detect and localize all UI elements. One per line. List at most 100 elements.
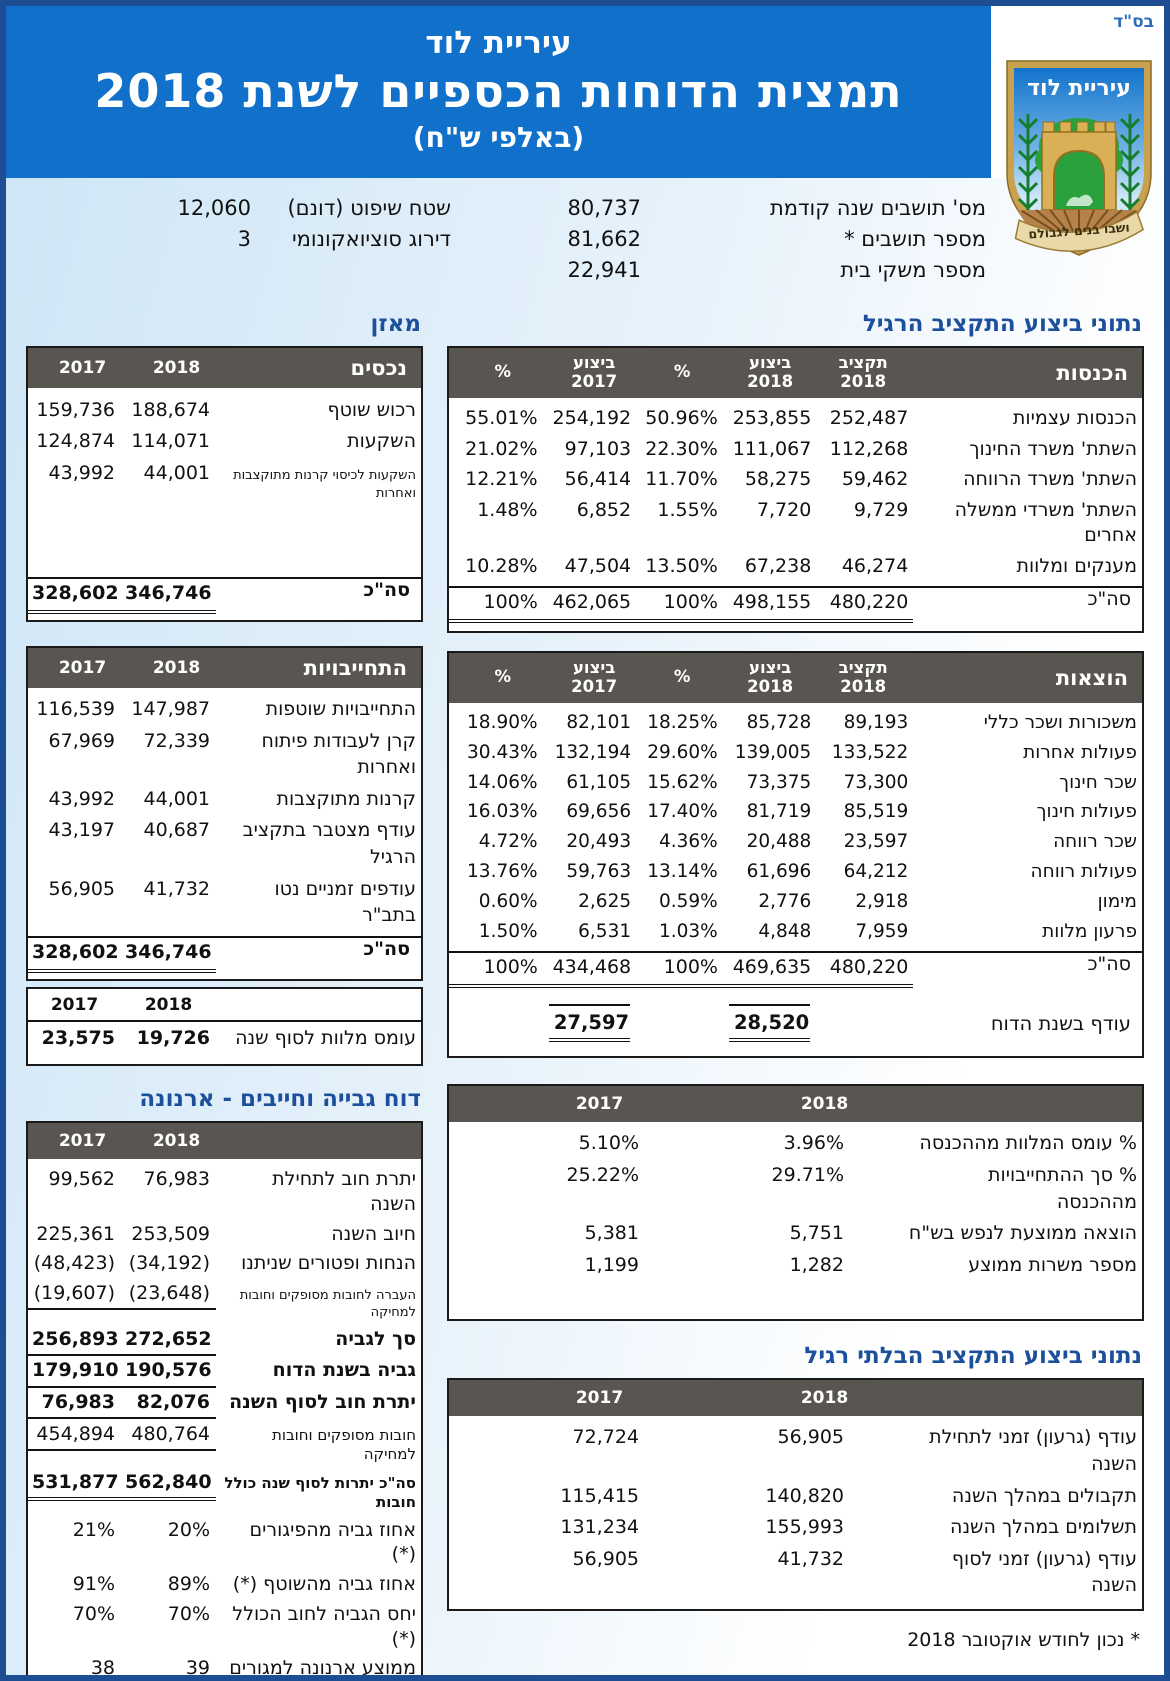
table-row: אחוז גביה מהשוטף (*) 89% 91% — [28, 1570, 421, 1600]
col-actual-2017: ביצוע 2017 — [571, 353, 618, 391]
pct-2017: 55.01% — [465, 407, 538, 430]
value-2017: 328,602 — [32, 581, 119, 604]
actual-2017: 61,105 — [566, 771, 632, 793]
pct-2018: 100% — [663, 590, 718, 613]
header-logo-panel: בס"ד עיריית לוד — [991, 6, 1164, 256]
actual-2018: 81,719 — [746, 801, 812, 823]
row-label: מימון — [1097, 890, 1137, 912]
assets-rows: רכוש שוטף 188,674 159,736 השקעות 114,071… — [28, 388, 421, 506]
page-title: תמצית הדוחות הכספיים לשנת 2018 — [94, 63, 903, 118]
table-row: הנחות ופטורים שניתנו (34,192) (48,423) — [28, 1249, 421, 1279]
actual-2017: 82,101 — [566, 712, 632, 734]
ratios-rows: % עומס המלוות מההכנסה 3.96% 5.10% % סך ה… — [449, 1122, 1142, 1281]
expenses-total-row: סה"כ 480,220 469,635 100% 434,468 100% — [449, 950, 1142, 988]
pct-2017: 1.50% — [478, 920, 538, 942]
value-2018: 140,820 — [765, 1484, 844, 1507]
row-label: פעולות אחרות — [1023, 741, 1137, 763]
actual-2017: 6,852 — [576, 498, 632, 521]
stat-value: 22,941 — [567, 258, 641, 282]
budget-2018: 73,300 — [843, 771, 909, 793]
pct-2017: 18.90% — [467, 712, 538, 734]
loans-years-row: 2018 2017 — [28, 991, 421, 1023]
pct-2017: 14.06% — [467, 771, 538, 793]
row-label: עודף (גרעון) זמני לסוף השנה — [951, 1547, 1137, 1597]
table-row: מענקים ומלוות 46,274 67,238 13.50% 47,50… — [449, 551, 1142, 581]
pct-2018: 1.03% — [658, 920, 718, 942]
value-2017: 43,992 — [48, 461, 115, 484]
row-label: ממוצע ארנונה למגורים במ"ר — [229, 1657, 416, 1680]
value-2018: 346,746 — [125, 581, 212, 604]
stat-row: מספר משקי בית 22,941 — [501, 258, 986, 282]
table-row: מספר משרות ממוצע 1,282 1,199 — [449, 1249, 1142, 1281]
actual-2018: 85,728 — [746, 712, 812, 734]
value-2017: 99,562 — [48, 1168, 115, 1191]
income-table: הכנסות תקציב 2018 ביצוע 2018 % ביצוע 201… — [447, 346, 1144, 633]
table-row: סה"כ יתרות לסוף שנה כולל חובות 562,840 5… — [28, 1467, 421, 1515]
budget-2018: 89,193 — [843, 712, 909, 734]
actual-2017: 69,656 — [566, 801, 632, 823]
year-2017: 2017 — [575, 1093, 624, 1114]
value-2017: 76,983 — [28, 1388, 121, 1420]
value-2017: 454,894 — [28, 1419, 121, 1451]
col-actual-2017: ביצוע 2017 — [571, 657, 618, 696]
value-2017: 5.10% — [578, 1132, 639, 1155]
value-2018: 114,071 — [131, 430, 210, 453]
value-2018: 190,576 — [121, 1356, 216, 1388]
actual-2017: 254,192 — [552, 407, 632, 430]
row-label: פרעון מלוות — [1042, 920, 1137, 942]
stat-label: מס' תושבים שנה קודמת — [769, 196, 986, 220]
value-2018: 188,674 — [131, 398, 210, 421]
total-label: סה"כ — [1087, 952, 1131, 975]
value-2018: 147,987 — [131, 698, 210, 721]
value-2018: 72,339 — [143, 729, 210, 752]
value-2018: 44,001 — [143, 787, 210, 810]
value-2018: 40,687 — [143, 819, 210, 842]
budget-2018: 480,220 — [829, 590, 909, 613]
liabilities-table: התחייבויות 2018 2017 התחייבויות שוטפות 1… — [26, 645, 423, 982]
row-label: שכר רווחה — [1053, 831, 1137, 853]
actual-2017: 56,414 — [564, 468, 632, 491]
value-2017: 531,877 — [28, 1467, 121, 1501]
row-label: אחוז גביה מהפיגורים (*) — [249, 1518, 416, 1566]
income-header-label: הכנסות — [1056, 360, 1128, 385]
value-2018: 253,509 — [131, 1222, 210, 1245]
bsd-mark: בס"ד — [1113, 12, 1154, 32]
value-2018: 19,726 — [136, 1026, 210, 1049]
value-2017: 5,381 — [584, 1222, 639, 1245]
table-row: הכנסות עצמיות 252,487 253,855 50.96% 254… — [449, 404, 1142, 434]
value-2018: 480,764 — [121, 1419, 216, 1451]
actual-2018: 61,696 — [746, 861, 812, 882]
value-2018: 41,732 — [143, 877, 210, 900]
expenses-header-label: הוצאות — [1055, 665, 1128, 690]
liabilities-header-label: התחייבויות — [303, 655, 407, 680]
table-row: קרן לעבודות פיתוח ואחרות 72,339 67,969 — [28, 725, 421, 783]
value-2017: 70% — [72, 1602, 115, 1625]
row-label: מענקים ומלוות — [1016, 554, 1137, 577]
table-row: פעולות אחרות 133,522 139,005 29.60% 132,… — [449, 738, 1142, 768]
row-label: העברה לחובות מסופקים וחובות למחיקה — [239, 1287, 416, 1320]
table-row: פעולות רווחה 64,212 61,696 13.14% 59,763… — [449, 858, 1142, 888]
table-row: העברה לחובות מסופקים וחובות למחיקה (23,6… — [28, 1278, 421, 1324]
value-2017: 43,197 — [48, 819, 115, 842]
pct-2018: 100% — [663, 955, 718, 978]
value-2018: 89% — [167, 1573, 210, 1596]
income-total-row: סה"כ 480,220 498,155 100% 462,065 100% — [449, 585, 1142, 623]
pct-2017: 100% — [483, 590, 538, 613]
value-2018: 82,076 — [121, 1388, 216, 1420]
note-october: * נכון לחודש אוקטובר 2018 — [907, 1629, 1140, 1652]
value-2017: (48,423) — [33, 1252, 115, 1275]
value-2018: 44,001 — [143, 461, 210, 484]
surplus-2018: 28,520 — [728, 1003, 811, 1042]
stat-value: 12,060 — [177, 196, 251, 220]
pct-2017: 4.72% — [478, 831, 538, 853]
surplus-row: עודף בשנת הדוח 28,520 27,597 — [449, 1003, 1142, 1042]
ratios-table: 2018 2017 % עומס המלוות מההכנסה 3.96% 5.… — [447, 1083, 1144, 1321]
value-2017: 131,234 — [560, 1516, 639, 1539]
actual-2018: 253,855 — [732, 407, 812, 430]
year-2017: 2017 — [50, 994, 99, 1015]
table-row: פעולות חינוך 85,519 81,719 17.40% 69,656… — [449, 798, 1142, 828]
regular-budget-column: נתוני ביצוע התקציב הרגיל הכנסות תקציב 20… — [447, 303, 1144, 1675]
logo-banner-text: ושבו בנים לגבולם — [1028, 219, 1130, 241]
table-row: השקעות לכיסוי קרנות מתוקצבות ואחרות 44,0… — [28, 457, 421, 505]
extraordinary-budget-title: נתוני ביצוע התקציב הבלתי רגיל — [804, 1342, 1142, 1369]
